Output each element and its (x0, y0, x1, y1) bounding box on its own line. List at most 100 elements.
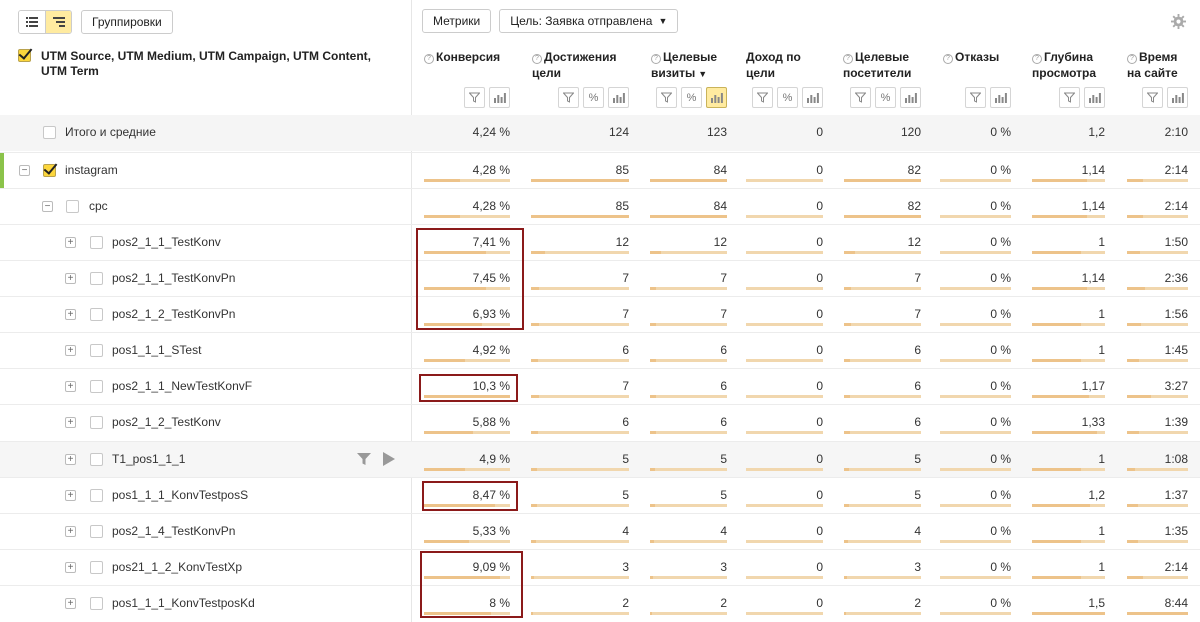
row-checkbox[interactable] (90, 453, 103, 466)
column-header-4[interactable]: Доход по цели (746, 49, 818, 81)
table-row[interactable]: + pos2_1_1_NewTestKonvF 10,3 % 7 6 0 6 0 % 1,17 3… (0, 368, 1200, 404)
column-header-6[interactable]: ? Отказы (943, 49, 1011, 65)
row-checkbox[interactable] (90, 561, 103, 574)
tree-view-icon[interactable] (45, 11, 71, 33)
percent-icon[interactable]: % (681, 87, 702, 108)
filter-icon[interactable] (464, 87, 485, 108)
table-row[interactable]: + pos2_1_2_TestKonv 5,88 % 6 6 0 6 0 % 1,33 1:39 (0, 404, 1200, 440)
filter-icon[interactable] (558, 87, 579, 108)
expand-icon[interactable]: + (65, 309, 76, 320)
collapse-icon[interactable]: − (42, 201, 53, 212)
table-row[interactable]: − cpc 4,28 % 85 84 0 82 0 % 1,14 2:14 (0, 188, 1200, 224)
filter-icon[interactable] (752, 87, 773, 108)
row-label[interactable]: pos21_1_2_KonvTestXp (112, 560, 243, 574)
row-checkbox[interactable] (90, 597, 103, 610)
row-label[interactable]: pos2_1_2_TestKonv (112, 415, 221, 429)
select-all-checkbox[interactable] (18, 49, 31, 62)
expand-icon[interactable]: + (65, 598, 76, 609)
bar-chart-icon[interactable] (990, 87, 1011, 108)
column-header-8[interactable]: ? Время на сайте (1127, 49, 1192, 81)
filter-icon[interactable] (357, 452, 371, 466)
row-label[interactable]: pos1_1_1_KonvTestposS (112, 488, 249, 502)
bar-chart-icon[interactable] (1167, 87, 1188, 108)
help-icon[interactable]: ? (843, 54, 853, 64)
metrics-button[interactable]: Метрики (422, 9, 492, 33)
table-row[interactable]: + pos2_1_2_TestKonvPn 6,93 % 7 7 0 7 0 % 1 1:56 (0, 296, 1200, 332)
expand-icon[interactable]: + (65, 237, 76, 248)
bar-chart-icon[interactable] (489, 87, 510, 108)
table-row[interactable]: + pos2_1_1_TestKonvPn 7,45 % 7 7 0 7 0 % 1,14 2:3… (0, 260, 1200, 296)
row-checkbox[interactable] (90, 416, 103, 429)
row-label[interactable]: cpc (89, 199, 108, 213)
bar-chart-icon[interactable] (802, 87, 823, 108)
help-icon[interactable]: ? (1127, 54, 1137, 64)
row-checkbox[interactable] (90, 272, 103, 285)
row-label[interactable]: instagram (65, 163, 118, 177)
column-header-2[interactable]: ? Достижения цели (532, 49, 632, 81)
table-row[interactable]: + pos1_1_1_KonvTestposKd 8 % 2 2 0 2 0 % 1,5 8:44 (0, 585, 1200, 621)
table-row[interactable]: + pos1_1_1_KonvTestposS 8,47 % 5 5 0 5 0 % 1,2 1:… (0, 477, 1200, 513)
row-label[interactable]: pos1_1_1_KonvTestposKd (112, 596, 255, 610)
column-header-5[interactable]: ? Целевые посетители (843, 49, 933, 81)
groupings-button[interactable]: Группировки (81, 10, 173, 34)
table-row[interactable]: + pos1_1_1_STest 4,92 % 6 6 0 6 0 % 1 1:45 (0, 332, 1200, 368)
row-label[interactable]: Итого и средние (65, 125, 156, 139)
help-icon[interactable]: ? (532, 54, 542, 64)
row-checkbox[interactable] (90, 344, 103, 357)
expand-icon[interactable]: + (65, 417, 76, 428)
totals-row[interactable]: Итого и средние 4,24 % 124 123 0 120 0 % 1,2 2:1… (0, 115, 1200, 151)
expand-icon[interactable]: + (65, 381, 76, 392)
expand-icon[interactable]: + (65, 345, 76, 356)
filter-icon[interactable] (965, 87, 986, 108)
row-label[interactable]: T1_pos1_1_1 (112, 452, 186, 466)
table-row[interactable]: + pos2_1_1_TestKonv 7,41 % 12 12 0 12 0 % 1 1:50 (0, 224, 1200, 260)
column-header-3[interactable]: ? Целевые визиты ▼ (651, 49, 737, 82)
row-checkbox[interactable] (90, 308, 103, 321)
percent-icon[interactable]: % (875, 87, 896, 108)
help-icon[interactable]: ? (651, 54, 661, 64)
percent-icon[interactable]: % (777, 87, 798, 108)
play-icon[interactable] (383, 452, 395, 466)
table-row[interactable]: + T1_pos1_1_1 4,9 % 5 5 0 5 0 % 1 1:08 (0, 441, 1200, 477)
expand-icon[interactable]: + (65, 526, 76, 537)
row-checkbox[interactable] (90, 525, 103, 538)
row-checkbox[interactable] (43, 126, 56, 139)
filter-icon[interactable] (850, 87, 871, 108)
row-label[interactable]: pos2_1_1_NewTestKonvF (112, 379, 253, 393)
filter-icon[interactable] (656, 87, 677, 108)
bar-chart-icon[interactable] (900, 87, 921, 108)
row-label[interactable]: pos2_1_2_TestKonvPn (112, 307, 236, 321)
expand-icon[interactable]: + (65, 454, 76, 465)
gear-icon[interactable] (1171, 14, 1186, 29)
bar-chart-icon[interactable] (706, 87, 727, 108)
percent-icon[interactable]: % (583, 87, 604, 108)
row-label[interactable]: pos2_1_4_TestKonvPn (112, 524, 236, 538)
row-label[interactable]: pos2_1_1_TestKonvPn (112, 271, 236, 285)
bar-chart-icon[interactable] (1084, 87, 1105, 108)
table-row[interactable]: − instagram 4,28 % 85 84 0 82 0 % 1,14 2:14 (0, 152, 1200, 189)
list-view-icon[interactable] (19, 11, 45, 33)
row-checkbox[interactable] (90, 236, 103, 249)
column-header-1[interactable]: ? Конверсия (424, 49, 520, 65)
row-checkbox[interactable] (90, 380, 103, 393)
expand-icon[interactable]: + (65, 490, 76, 501)
help-icon[interactable]: ? (424, 54, 434, 64)
row-checkbox[interactable] (66, 200, 79, 213)
row-label[interactable]: pos2_1_1_TestKonv (112, 235, 221, 249)
table-row[interactable]: + pos2_1_4_TestKonvPn 5,33 % 4 4 0 4 0 % 1 1:35 (0, 513, 1200, 549)
bar-chart-icon[interactable] (608, 87, 629, 108)
help-icon[interactable]: ? (943, 54, 953, 64)
sort-desc-icon[interactable]: ▼ (698, 69, 708, 79)
filter-icon[interactable] (1142, 87, 1163, 108)
row-checkbox[interactable] (90, 489, 103, 502)
goal-select[interactable]: Цель: Заявка отправлена ▼ (499, 9, 679, 33)
row-label[interactable]: pos1_1_1_STest (112, 343, 202, 357)
row-checkbox[interactable] (43, 164, 56, 177)
expand-icon[interactable]: + (65, 273, 76, 284)
filter-icon[interactable] (1059, 87, 1080, 108)
expand-icon[interactable]: + (65, 562, 76, 573)
collapse-icon[interactable]: − (19, 165, 30, 176)
help-icon[interactable]: ? (1032, 54, 1042, 64)
column-header-7[interactable]: ? Глубина просмотра (1032, 49, 1118, 81)
table-row[interactable]: + pos21_1_2_KonvTestXp 9,09 % 3 3 0 3 0 % 1 2:14 (0, 549, 1200, 585)
